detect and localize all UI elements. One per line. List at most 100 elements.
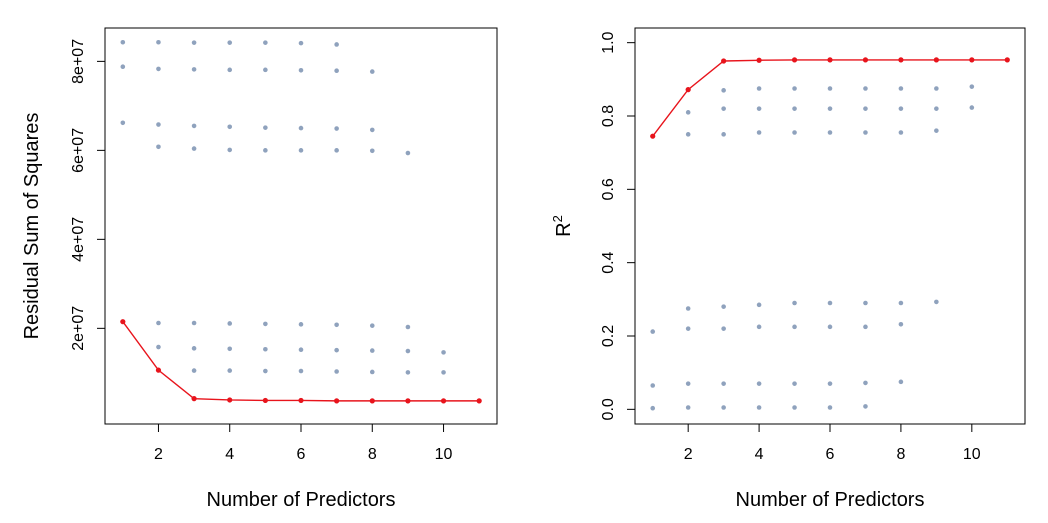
r2-best-line: [652, 59, 1008, 137]
rss-model-point: [191, 368, 197, 373]
rss-panel: 2 4 6 8 10 2e+07 4e+07 6e+07 8e+07 Number of Pr…: [21, 27, 498, 511]
r2-model-point: [685, 405, 691, 410]
r2-model-point: [721, 326, 726, 331]
rss-model-point: [369, 323, 375, 328]
rss-model-point: [227, 40, 233, 45]
rss-model-point: [263, 40, 268, 45]
rss-model-point: [191, 320, 197, 326]
r2-model-point: [898, 86, 904, 91]
rss-model-points: [120, 39, 482, 404]
rss-model-point: [441, 350, 446, 355]
r2-best-model-line: [650, 57, 1010, 139]
rss-model-point: [120, 39, 126, 45]
r2-model-point: [934, 106, 939, 111]
rss-best-point: [369, 398, 375, 404]
rss-model-point: [334, 148, 339, 153]
r2-model-point: [756, 86, 762, 91]
r2-model-point: [685, 381, 691, 386]
rss-model-point: [156, 122, 161, 127]
rss-model-point: [334, 369, 339, 374]
r2-model-point: [650, 329, 656, 334]
rss-x-tick-label: 8: [368, 446, 377, 463]
r2-model-point: [863, 106, 868, 111]
rss-model-point: [298, 322, 304, 327]
rss-model-point: [227, 124, 233, 130]
r2-model-point: [827, 106, 833, 111]
rss-best-point: [227, 397, 233, 403]
rss-best-point: [155, 367, 162, 373]
rss-x-axis: 2 4 6 8 10: [154, 424, 453, 463]
r2-best-point: [685, 87, 691, 93]
r2-model-point: [650, 405, 656, 411]
r2-model-point: [792, 381, 797, 386]
r2-model-point: [756, 106, 762, 111]
r2-model-point: [721, 381, 726, 386]
r2-model-point: [792, 106, 797, 111]
r2-model-point: [863, 130, 868, 135]
rss-plot-frame: [104, 27, 498, 425]
r2-model-point: [792, 300, 797, 306]
rss-model-point: [263, 346, 268, 352]
rss-y-tick-label: 4e+07: [70, 217, 87, 262]
rss-model-point: [334, 347, 339, 353]
r2-model-points: [650, 57, 1010, 411]
r2-model-point: [827, 130, 833, 135]
r2-x-tick-label: 4: [755, 446, 764, 463]
rss-model-point: [120, 120, 126, 126]
rss-model-point: [369, 69, 375, 74]
rss-model-point: [263, 148, 268, 153]
rss-best-line: [122, 321, 480, 402]
r2-model-point: [756, 324, 762, 330]
r2-x-tick-label: 10: [963, 446, 981, 463]
r2-y-axis: 0.0 0.2 0.4 0.6 0.8 1.0: [600, 31, 635, 420]
rss-y-tick-label: 8e+07: [70, 39, 87, 84]
r2-model-point: [863, 300, 868, 306]
r2-model-point: [721, 88, 726, 93]
r2-y-tick-label: 0.2: [600, 325, 617, 347]
rss-x-tick-label: 2: [154, 446, 163, 463]
r2-y-tick-label: 0.6: [600, 178, 617, 200]
rss-model-point: [227, 346, 233, 352]
rss-model-point: [405, 348, 411, 354]
rss-best-point: [120, 319, 126, 325]
rss-model-point: [191, 67, 197, 72]
r2-y-tick-label: 0.0: [600, 398, 617, 420]
r2-model-point: [863, 324, 868, 330]
r2-model-point: [792, 86, 797, 91]
r2-model-point: [898, 106, 904, 111]
rss-model-point: [298, 148, 304, 153]
rss-best-point: [334, 398, 340, 404]
rss-model-point: [156, 344, 161, 350]
r2-model-point: [827, 86, 833, 91]
rss-model-point: [227, 67, 233, 73]
r2-model-point: [898, 379, 904, 385]
rss-best-point: [476, 398, 482, 404]
r2-x-tick-label: 6: [826, 446, 835, 463]
r2-model-point: [650, 383, 656, 388]
rss-best-point: [298, 397, 304, 404]
rss-model-point: [405, 370, 411, 375]
r2-model-point: [721, 304, 726, 309]
r2-model-point: [721, 132, 726, 137]
rss-model-point: [298, 368, 304, 374]
rss-model-point: [334, 42, 339, 47]
r2-model-point: [685, 110, 691, 115]
r2-best-point: [862, 57, 869, 63]
r2-model-point: [827, 405, 833, 410]
r2-best-point: [650, 133, 656, 139]
r2-best-point: [969, 57, 975, 63]
rss-model-point: [156, 144, 161, 150]
rss-model-point: [156, 66, 161, 72]
r2-model-point: [792, 130, 797, 135]
rss-model-point: [227, 147, 233, 153]
rss-model-point: [441, 370, 446, 375]
rss-model-point: [263, 321, 268, 327]
rss-y-axis-title: Residual Sum of Squares: [21, 113, 43, 340]
rss-model-point: [298, 125, 304, 131]
rss-model-point: [369, 148, 375, 154]
rss-model-point: [191, 123, 197, 129]
r2-model-point: [827, 324, 833, 330]
r2-y-axis-title: R2: [550, 215, 575, 237]
r2-best-point: [1004, 57, 1010, 63]
r2-model-point: [685, 132, 691, 137]
